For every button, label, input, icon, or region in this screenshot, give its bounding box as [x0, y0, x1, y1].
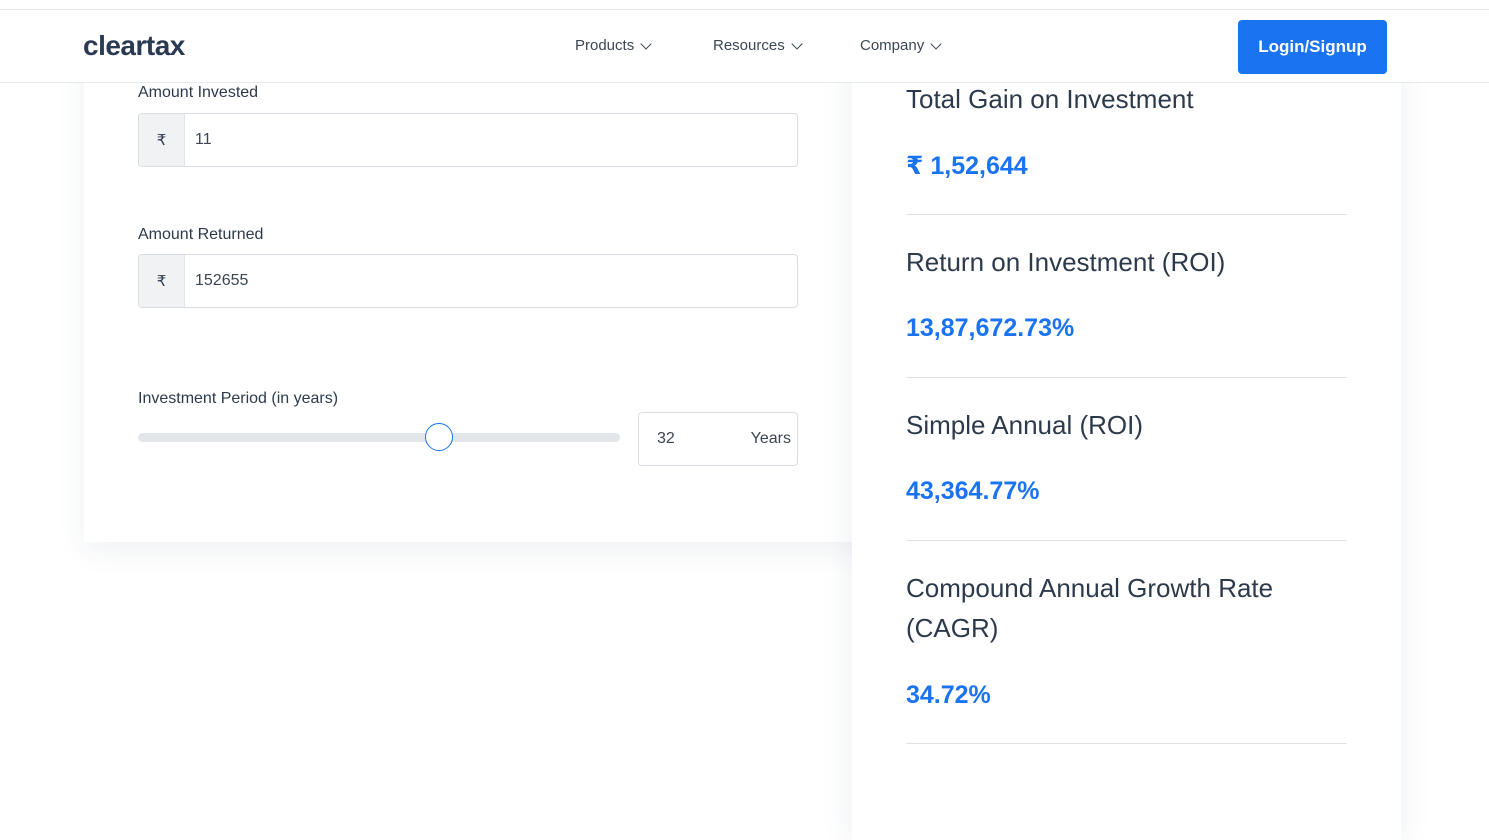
chevron-down-icon: [930, 37, 942, 50]
roi-title: Return on Investment (ROI): [906, 247, 1226, 277]
login-signup-button[interactable]: Login/Signup: [1238, 20, 1387, 74]
nav-products-label: Products: [575, 37, 635, 54]
cleartax-logo[interactable]: cleartax: [83, 30, 185, 61]
investment-period-input[interactable]: [657, 430, 717, 448]
nav-resources[interactable]: Resources: [713, 37, 803, 54]
top-border: [0, 9, 1489, 10]
amount-invested-field: ₹: [138, 113, 798, 167]
rupee-icon: ₹: [139, 255, 185, 307]
navbar: cleartax Products Resources Company Logi…: [0, 10, 1489, 83]
rupee-icon: ₹: [139, 114, 185, 166]
investment-period-label: Investment Period (in years): [138, 390, 339, 407]
amount-returned-label: Amount Returned: [138, 226, 264, 243]
nav-company[interactable]: Company: [860, 37, 942, 54]
divider: [906, 540, 1347, 541]
total-gain-title: Total Gain on Investment: [906, 84, 1194, 114]
amount-invested-label: Amount Invested: [138, 84, 259, 101]
years-unit-label: Years: [750, 430, 791, 447]
roi-value: 13,87,672.73%: [906, 314, 1075, 342]
amount-returned-input[interactable]: [185, 255, 797, 307]
nav-resources-label: Resources: [713, 37, 785, 54]
investment-period-field: Years: [638, 412, 798, 466]
total-gain-value: ₹ 1,52,644: [906, 152, 1028, 180]
amount-invested-input[interactable]: [185, 114, 797, 166]
slider-handle[interactable]: [425, 423, 454, 451]
results-card: [852, 40, 1401, 840]
simple-annual-roi-value: 43,364.77%: [906, 477, 1040, 505]
chevron-down-icon: [640, 37, 652, 50]
nav-products[interactable]: Products: [575, 37, 652, 54]
simple-annual-roi-title: Simple Annual (ROI): [906, 410, 1143, 440]
cagr-value: 34.72%: [906, 681, 991, 709]
amount-returned-field: ₹: [138, 254, 798, 308]
divider: [906, 377, 1347, 378]
cagr-title: Compound Annual Growth Rate (CAGR): [906, 573, 1274, 643]
investment-period-slider[interactable]: [138, 433, 620, 442]
chevron-down-icon: [791, 37, 803, 50]
divider: [906, 214, 1347, 215]
nav-company-label: Company: [860, 37, 925, 54]
divider: [906, 743, 1347, 744]
